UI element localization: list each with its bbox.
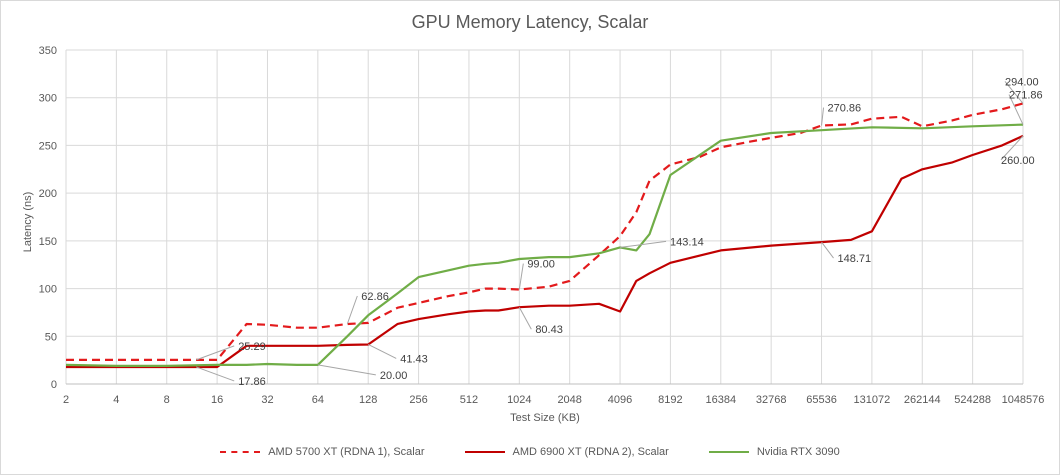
data-label: 20.00 xyxy=(380,370,408,382)
data-label: 148.71 xyxy=(838,253,872,265)
data-label: 80.43 xyxy=(535,324,563,336)
data-label-leader xyxy=(346,295,358,325)
series-line-1 xyxy=(66,134,1024,369)
data-label: 294.00 xyxy=(1005,76,1039,88)
x-tick-label: 16 xyxy=(211,394,223,406)
y-tick-label: 0 xyxy=(51,379,57,391)
legend-item: AMD 5700 XT (RDNA 1), Scalar xyxy=(220,446,425,458)
x-tick-label: 32768 xyxy=(756,394,787,406)
data-label-leader xyxy=(821,107,825,126)
x-tick-label: 128 xyxy=(359,394,377,406)
x-tick-label: 32 xyxy=(261,394,273,406)
data-label-leader xyxy=(1000,135,1024,161)
data-label: 271.86 xyxy=(1009,90,1043,102)
x-tick-label: 8192 xyxy=(658,394,682,406)
x-tick-label: 8 xyxy=(164,394,170,406)
data-label-leader xyxy=(619,240,667,248)
data-label-leader xyxy=(317,364,376,376)
y-axis-label: Latency (ns) xyxy=(22,192,34,253)
y-tick-label: 350 xyxy=(39,45,57,57)
chart-title: GPU Memory Latency, Scalar xyxy=(411,12,649,32)
x-tick-label: 256 xyxy=(409,394,427,406)
data-label-leader xyxy=(1004,81,1024,104)
data-label-leader xyxy=(518,307,532,330)
y-tick-label: 200 xyxy=(39,188,57,200)
x-tick-label: 131072 xyxy=(854,394,891,406)
x-tick-label: 524288 xyxy=(954,394,991,406)
y-tick-label: 300 xyxy=(39,93,57,105)
legend-label: AMD 5700 XT (RDNA 1), Scalar xyxy=(268,446,425,458)
legend-item: Nvidia RTX 3090 xyxy=(708,446,840,458)
data-label-leader xyxy=(1008,94,1024,125)
x-tick-label: 64 xyxy=(312,394,324,406)
legend: AMD 5700 XT (RDNA 1), Scalar AMD 6900 XT … xyxy=(0,446,1060,458)
y-tick-label: 150 xyxy=(39,236,57,248)
data-label: 143.14 xyxy=(670,236,704,248)
legend-swatch xyxy=(220,451,261,453)
data-label: 17.86 xyxy=(238,376,266,388)
x-tick-label: 512 xyxy=(460,394,478,406)
x-axis-label: Test Size (KB) xyxy=(510,412,580,424)
x-tick-label: 1024 xyxy=(507,394,531,406)
series-line-0 xyxy=(66,102,1024,361)
data-label: 62.86 xyxy=(361,291,389,303)
y-tick-label: 100 xyxy=(39,284,57,296)
data-label: 41.43 xyxy=(400,353,428,365)
data-label-leader xyxy=(196,345,235,361)
data-label: 25.29 xyxy=(238,341,266,353)
chart-svg: 0 50 100 150 200 250 300 350 2 4 8 16 32 64 128 256 512… xyxy=(22,45,1044,424)
data-label-leader xyxy=(196,366,235,382)
legend-swatch xyxy=(464,451,505,453)
y-tick-label: 250 xyxy=(39,140,57,152)
x-tick-label: 65536 xyxy=(806,394,837,406)
data-label: 99.00 xyxy=(527,259,555,271)
x-tick-labels: 2 4 8 16 32 64 128 256 512 1024 2048 4096 8192 16384 3… xyxy=(63,394,1044,406)
series-lines xyxy=(65,102,1024,369)
data-label-leader xyxy=(367,344,397,359)
y-tick-label: 50 xyxy=(45,331,57,343)
y-tick-labels: 0 50 100 150 200 250 300 350 xyxy=(39,45,57,391)
data-labels: 25.29 62.86 99.00 270.86 294.00 17.86 41.43 80.… xyxy=(196,76,1043,388)
grid-lines xyxy=(65,49,1024,385)
legend-label: AMD 6900 XT (RDNA 2), Scalar xyxy=(512,446,669,458)
data-label-leader xyxy=(821,241,834,259)
series-line-2 xyxy=(65,123,1024,367)
data-label: 260.00 xyxy=(1001,155,1035,167)
legend-swatch xyxy=(708,451,749,453)
x-tick-label: 262144 xyxy=(904,394,941,406)
x-tick-label: 4 xyxy=(113,394,119,406)
x-tick-label: 2 xyxy=(63,394,69,406)
data-label-leader xyxy=(518,263,524,290)
legend-item: AMD 6900 XT (RDNA 2), Scalar xyxy=(464,446,669,458)
x-tick-label: 4096 xyxy=(608,394,632,406)
x-tick-label: 16384 xyxy=(705,394,736,406)
x-tick-label: 1048576 xyxy=(1002,394,1045,406)
x-tick-label: 2048 xyxy=(557,394,581,406)
legend-label: Nvidia RTX 3090 xyxy=(756,446,840,458)
data-label: 270.86 xyxy=(828,103,862,115)
